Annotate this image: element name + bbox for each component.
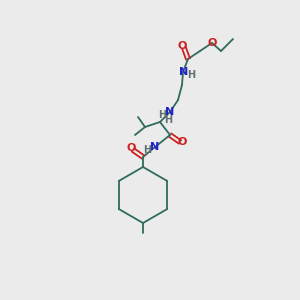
Text: O: O [207, 38, 217, 48]
Text: H: H [143, 145, 151, 155]
Text: H: H [164, 115, 172, 125]
Text: N: N [165, 107, 175, 117]
Text: O: O [177, 137, 187, 147]
Text: N: N [179, 67, 189, 77]
Text: O: O [126, 143, 136, 153]
Text: H: H [158, 110, 166, 120]
Text: O: O [177, 41, 187, 51]
Text: H: H [187, 70, 195, 80]
Text: N: N [150, 142, 160, 152]
